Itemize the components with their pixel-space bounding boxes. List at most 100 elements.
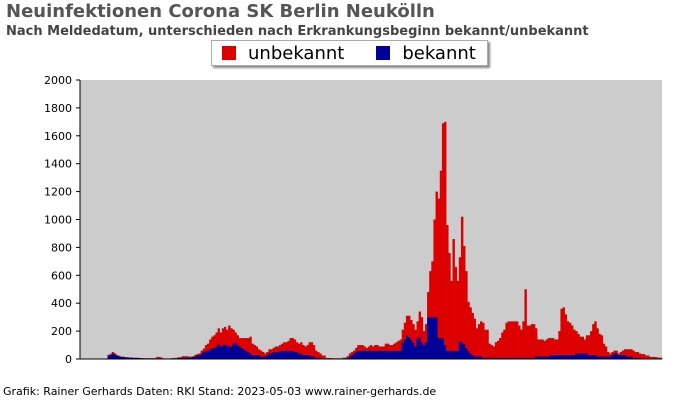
- bar-bekannt: [556, 354, 559, 359]
- bar-bekannt: [581, 353, 584, 359]
- bar-unbekannt: [198, 353, 201, 355]
- bar-unbekannt: [431, 261, 434, 318]
- bar-bekannt: [293, 352, 297, 359]
- bar-unbekannt: [602, 343, 606, 357]
- bar-unbekannt: [219, 332, 223, 347]
- bar-unbekannt: [611, 352, 614, 355]
- bar-unbekannt: [107, 354, 110, 356]
- bar-unbekannt: [634, 352, 637, 358]
- bar-unbekannt: [308, 342, 311, 355]
- bar-bekannt: [245, 350, 248, 359]
- bar-unbekannt: [236, 335, 240, 346]
- bar-bekannt: [264, 356, 267, 359]
- bar-unbekannt: [587, 335, 591, 355]
- bar-unbekannt: [505, 322, 508, 358]
- bar-bekannt: [209, 349, 212, 359]
- bar-unbekannt: [283, 342, 286, 351]
- bar-bekannt: [526, 357, 529, 359]
- bar-unbekannt: [488, 343, 491, 358]
- bar-bekannt: [545, 356, 549, 359]
- bar-unbekannt: [226, 329, 229, 346]
- bar-bekannt: [255, 354, 259, 359]
- bar-bekannt: [530, 357, 534, 359]
- bar-bekannt: [626, 356, 629, 359]
- bar-unbekannt: [530, 324, 534, 358]
- bar-bekannt: [619, 354, 623, 359]
- y-tick-label: 1000: [44, 214, 72, 227]
- bar-bekannt: [431, 317, 434, 359]
- bar-unbekannt: [395, 342, 398, 351]
- bar-unbekannt: [571, 325, 574, 355]
- bar-unbekannt: [314, 350, 318, 358]
- bar-unbekannt: [300, 342, 303, 354]
- bar-bekannt: [482, 357, 485, 359]
- bar-bekannt: [547, 356, 551, 359]
- bar-unbekannt: [380, 346, 383, 351]
- bar-bekannt: [571, 354, 574, 359]
- bar-bekannt: [378, 350, 381, 359]
- bar-bekannt: [270, 353, 273, 359]
- bar-bekannt: [439, 338, 443, 359]
- plot-background: [80, 80, 662, 359]
- bar-bekannt: [386, 350, 390, 359]
- bar-unbekannt: [200, 350, 204, 354]
- bar-bekannt: [211, 347, 214, 359]
- bar-unbekannt: [190, 356, 193, 358]
- bar-unbekannt: [378, 346, 381, 351]
- bar-bekannt: [490, 357, 493, 359]
- bar-unbekannt: [617, 353, 620, 355]
- bar-bekannt: [401, 342, 405, 359]
- bar-unbekannt: [638, 353, 642, 358]
- bar-bekannt: [475, 356, 479, 359]
- bar-unbekannt: [598, 333, 601, 357]
- bar-unbekannt: [372, 346, 375, 351]
- bar-unbekannt: [448, 252, 451, 351]
- bar-bekannt: [363, 350, 367, 359]
- bar-unbekannt: [501, 332, 504, 358]
- bar-bekannt: [460, 342, 464, 359]
- bar-unbekannt: [274, 346, 278, 353]
- bar-bekannt: [560, 354, 563, 359]
- bar-unbekannt: [640, 354, 644, 359]
- y-tick-label: 200: [51, 325, 72, 338]
- bar-unbekannt: [454, 266, 458, 351]
- bar-unbekannt: [526, 325, 529, 358]
- bar-bekannt: [213, 347, 216, 359]
- bar-unbekannt: [247, 338, 250, 353]
- bar-unbekannt: [156, 356, 159, 359]
- bar-bekannt: [395, 350, 398, 359]
- bar-unbekannt: [240, 338, 244, 348]
- bar-unbekannt: [365, 347, 369, 351]
- bar-unbekannt: [408, 315, 411, 337]
- bar-unbekannt: [187, 356, 191, 358]
- y-tick-label: 400: [51, 297, 72, 310]
- bar-unbekannt: [562, 307, 565, 355]
- bar-unbekannt: [551, 338, 555, 355]
- bar-bekannt: [230, 346, 233, 359]
- bar-bekannt: [539, 356, 542, 359]
- bar-unbekannt: [475, 328, 479, 357]
- bar-unbekannt: [287, 340, 290, 351]
- bar-unbekannt: [651, 356, 654, 359]
- bar-bekannt: [596, 356, 599, 359]
- bar-bekannt: [410, 339, 413, 359]
- bar-bekannt: [412, 342, 415, 359]
- bar-unbekannt: [473, 318, 477, 357]
- y-tick-label: 1400: [44, 158, 72, 171]
- bar-unbekannt: [463, 246, 466, 344]
- bar-bekannt: [405, 335, 409, 359]
- bar-bekannt: [397, 350, 400, 359]
- bar-unbekannt: [427, 292, 430, 318]
- bar-unbekannt: [369, 345, 373, 351]
- bar-unbekannt: [109, 353, 113, 355]
- bar-bekannt: [535, 356, 538, 359]
- bar-unbekannt: [441, 123, 445, 339]
- legend-swatch-unbekannt: [222, 46, 236, 60]
- bar-unbekannt: [520, 329, 523, 358]
- bar-unbekannt: [655, 357, 659, 359]
- chart-title: Neuinfektionen Corona SK Berlin Neukölln: [6, 1, 435, 22]
- y-tick-label: 2000: [44, 74, 72, 87]
- bar-unbekannt: [636, 352, 640, 358]
- bar-bekannt: [232, 343, 235, 359]
